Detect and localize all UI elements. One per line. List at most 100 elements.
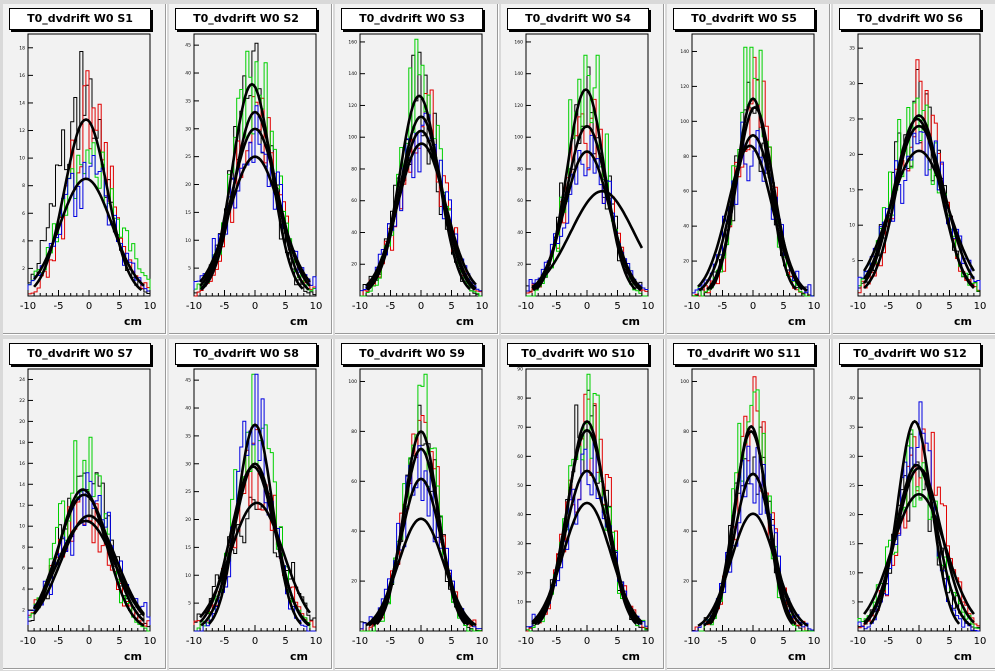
gaussian-fit-curve <box>199 501 311 619</box>
histogram-series-green <box>27 142 151 296</box>
y-tick-label: 140 <box>514 71 523 77</box>
histogram-title: T0_dvdrift W0 S10 <box>507 343 649 365</box>
x-tick-label: -10 <box>518 301 534 312</box>
y-tick-label: 6 <box>22 566 25 572</box>
histogram-series-black <box>525 66 648 297</box>
y-tick-label: 2 <box>22 266 25 272</box>
y-tick-label: 35 <box>849 425 855 431</box>
histogram-pad[interactable]: T0_dvdrift W0 S6 -10 -5 0 5 10 5 10 15 20 25 30 35 cm <box>833 4 995 335</box>
gaussian-fit-curve <box>32 493 145 622</box>
y-tick-label: 6 <box>22 211 25 217</box>
x-tick-label: -10 <box>352 636 368 647</box>
x-tick-label: 10 <box>808 636 821 647</box>
x-axis-label: cm <box>622 650 640 663</box>
gaussian-fit-curve <box>697 512 809 627</box>
y-tick-label: 10 <box>849 223 855 229</box>
histogram-plot: -10 -5 0 5 10 20 40 60 80 100 cm <box>348 368 489 663</box>
y-tick-label: 15 <box>185 545 191 551</box>
x-tick-label: -10 <box>20 301 36 312</box>
y-tick-label: 5 <box>188 601 191 607</box>
y-tick-label: 90 <box>517 367 523 373</box>
histogram-pad[interactable]: T0_dvdrift W0 S9 -10 -5 0 5 10 20 40 60 80 100 cm <box>335 339 499 670</box>
y-tick-label: 60 <box>683 479 689 485</box>
y-tick-label: 30 <box>849 454 855 460</box>
x-tick-label: -5 <box>54 301 64 312</box>
y-tick-label: 40 <box>849 396 855 402</box>
histogram-pad[interactable]: T0_dvdrift W0 S7 -10 -5 0 5 10 2 4 6 8 10 12 14 16 18 2… <box>3 339 167 670</box>
x-tick-label: 5 <box>614 636 620 647</box>
gaussian-fit-curve <box>869 419 961 625</box>
gaussian-fit-curve <box>863 124 975 280</box>
x-tick-label: 5 <box>780 301 786 312</box>
histogram-pad[interactable]: T0_dvdrift W0 S4 -10 -5 0 5 10 20 40 60 80 100 120 1… <box>501 4 665 335</box>
histogram-plot: -10 -5 0 5 10 5 10 15 20 25 30 35 cm <box>849 33 986 328</box>
y-tick-label: 30 <box>849 81 855 87</box>
x-tick-label: 10 <box>476 636 489 647</box>
gaussian-fit-curve <box>863 492 975 615</box>
x-tick-label: 0 <box>750 301 756 312</box>
gaussian-fit-curve <box>863 117 975 289</box>
y-tick-label: 10 <box>517 599 523 605</box>
y-tick-label: 24 <box>19 377 25 383</box>
y-tick-label: 30 <box>517 541 523 547</box>
y-tick-label: 18 <box>19 440 25 446</box>
y-tick-label: 40 <box>185 406 191 412</box>
y-tick-label: 5 <box>852 258 855 264</box>
y-tick-label: 60 <box>517 454 523 460</box>
histogram-series-blue <box>359 445 483 631</box>
y-tick-label: 14 <box>19 100 25 106</box>
histogram-pad[interactable]: T0_dvdrift W0 S10 -10 -5 0 5 10 10 20 30 40 50 60 70… <box>501 339 665 670</box>
y-tick-label: 80 <box>683 154 689 160</box>
x-axis-label: cm <box>124 650 142 663</box>
x-tick-label: -5 <box>386 301 396 312</box>
gaussian-fit-curve <box>199 155 311 283</box>
x-tick-label: 0 <box>916 636 922 647</box>
x-axis-label: cm <box>290 315 308 328</box>
histogram-pad[interactable]: T0_dvdrift W0 S3 -10 -5 0 5 10 20 40 60 80 100 120 1… <box>335 4 499 335</box>
gaussian-fit-curve <box>33 519 145 617</box>
gaussian-fit-curve <box>863 466 975 624</box>
gaussian-fit-curve <box>33 177 145 287</box>
y-tick-label: 20 <box>517 262 523 268</box>
y-tick-label: 140 <box>348 71 357 77</box>
y-tick-label: 25 <box>185 489 191 495</box>
histogram-pad[interactable]: T0_dvdrift W0 S5 -10 -5 0 5 10 20 40 60 80 100 120 1… <box>667 4 831 335</box>
y-tick-label: 80 <box>683 429 689 435</box>
y-tick-label: 40 <box>517 230 523 236</box>
y-tick-label: 40 <box>683 529 689 535</box>
x-tick-label: 10 <box>642 636 655 647</box>
y-tick-label: 30 <box>185 461 191 467</box>
histogram-plot: -10 -5 0 5 10 20 40 60 80 100 120 140 160 cm <box>348 33 488 328</box>
y-tick-label: 25 <box>185 154 191 160</box>
x-tick-label: 10 <box>144 636 157 647</box>
x-axis-label: cm <box>456 650 474 663</box>
histogram-pad[interactable]: T0_dvdrift W0 S8 -10 -5 0 5 10 5 10 15 20 25 30 35 40… <box>169 339 333 670</box>
gaussian-fit-curve <box>33 514 145 615</box>
histogram-pad[interactable]: T0_dvdrift W0 S2 -10 -5 0 5 10 5 10 15 20 25 30 35 40… <box>169 4 333 335</box>
x-axis-label: cm <box>290 650 308 663</box>
y-tick-label: 35 <box>849 46 855 52</box>
y-tick-label: 15 <box>849 187 855 193</box>
y-tick-label: 60 <box>683 189 689 195</box>
histogram-series-blue <box>194 373 316 632</box>
histogram-pad[interactable]: T0_dvdrift W0 S11 -10 -5 0 5 10 20 40 60 80 100 cm <box>667 339 831 670</box>
y-tick-label: 2 <box>22 608 25 614</box>
gaussian-fit-curve <box>365 142 477 287</box>
histogram-pad[interactable]: T0_dvdrift W0 S12 -10 -5 0 5 10 5 10 15 20 25 30 35 4… <box>833 339 995 670</box>
x-axis-label: cm <box>622 315 640 328</box>
y-tick-label: 10 <box>19 524 25 530</box>
y-tick-label: 22 <box>19 398 25 404</box>
histogram-pad[interactable]: T0_dvdrift W0 S1 -10 -5 0 5 10 2 4 6 8 10 12 14 16 18 c… <box>3 4 167 335</box>
x-tick-label: -5 <box>220 301 230 312</box>
histogram-title: T0_dvdrift W0 S5 <box>673 8 815 30</box>
histogram-plot: -10 -5 0 5 10 10 20 30 40 50 60 70 80 90 cm <box>517 367 655 664</box>
y-tick-label: 14 <box>19 482 25 488</box>
x-tick-label: 0 <box>584 636 590 647</box>
x-tick-label: -10 <box>684 301 700 312</box>
histogram-plot: -10 -5 0 5 10 2 4 6 8 10 12 14 16 18 cm <box>19 33 156 328</box>
histogram-title: T0_dvdrift W0 S2 <box>175 8 317 30</box>
histogram-series-red <box>692 376 814 632</box>
histogram-plot: -10 -5 0 5 10 5 10 15 20 25 30 35 40 45 cm <box>185 368 322 663</box>
